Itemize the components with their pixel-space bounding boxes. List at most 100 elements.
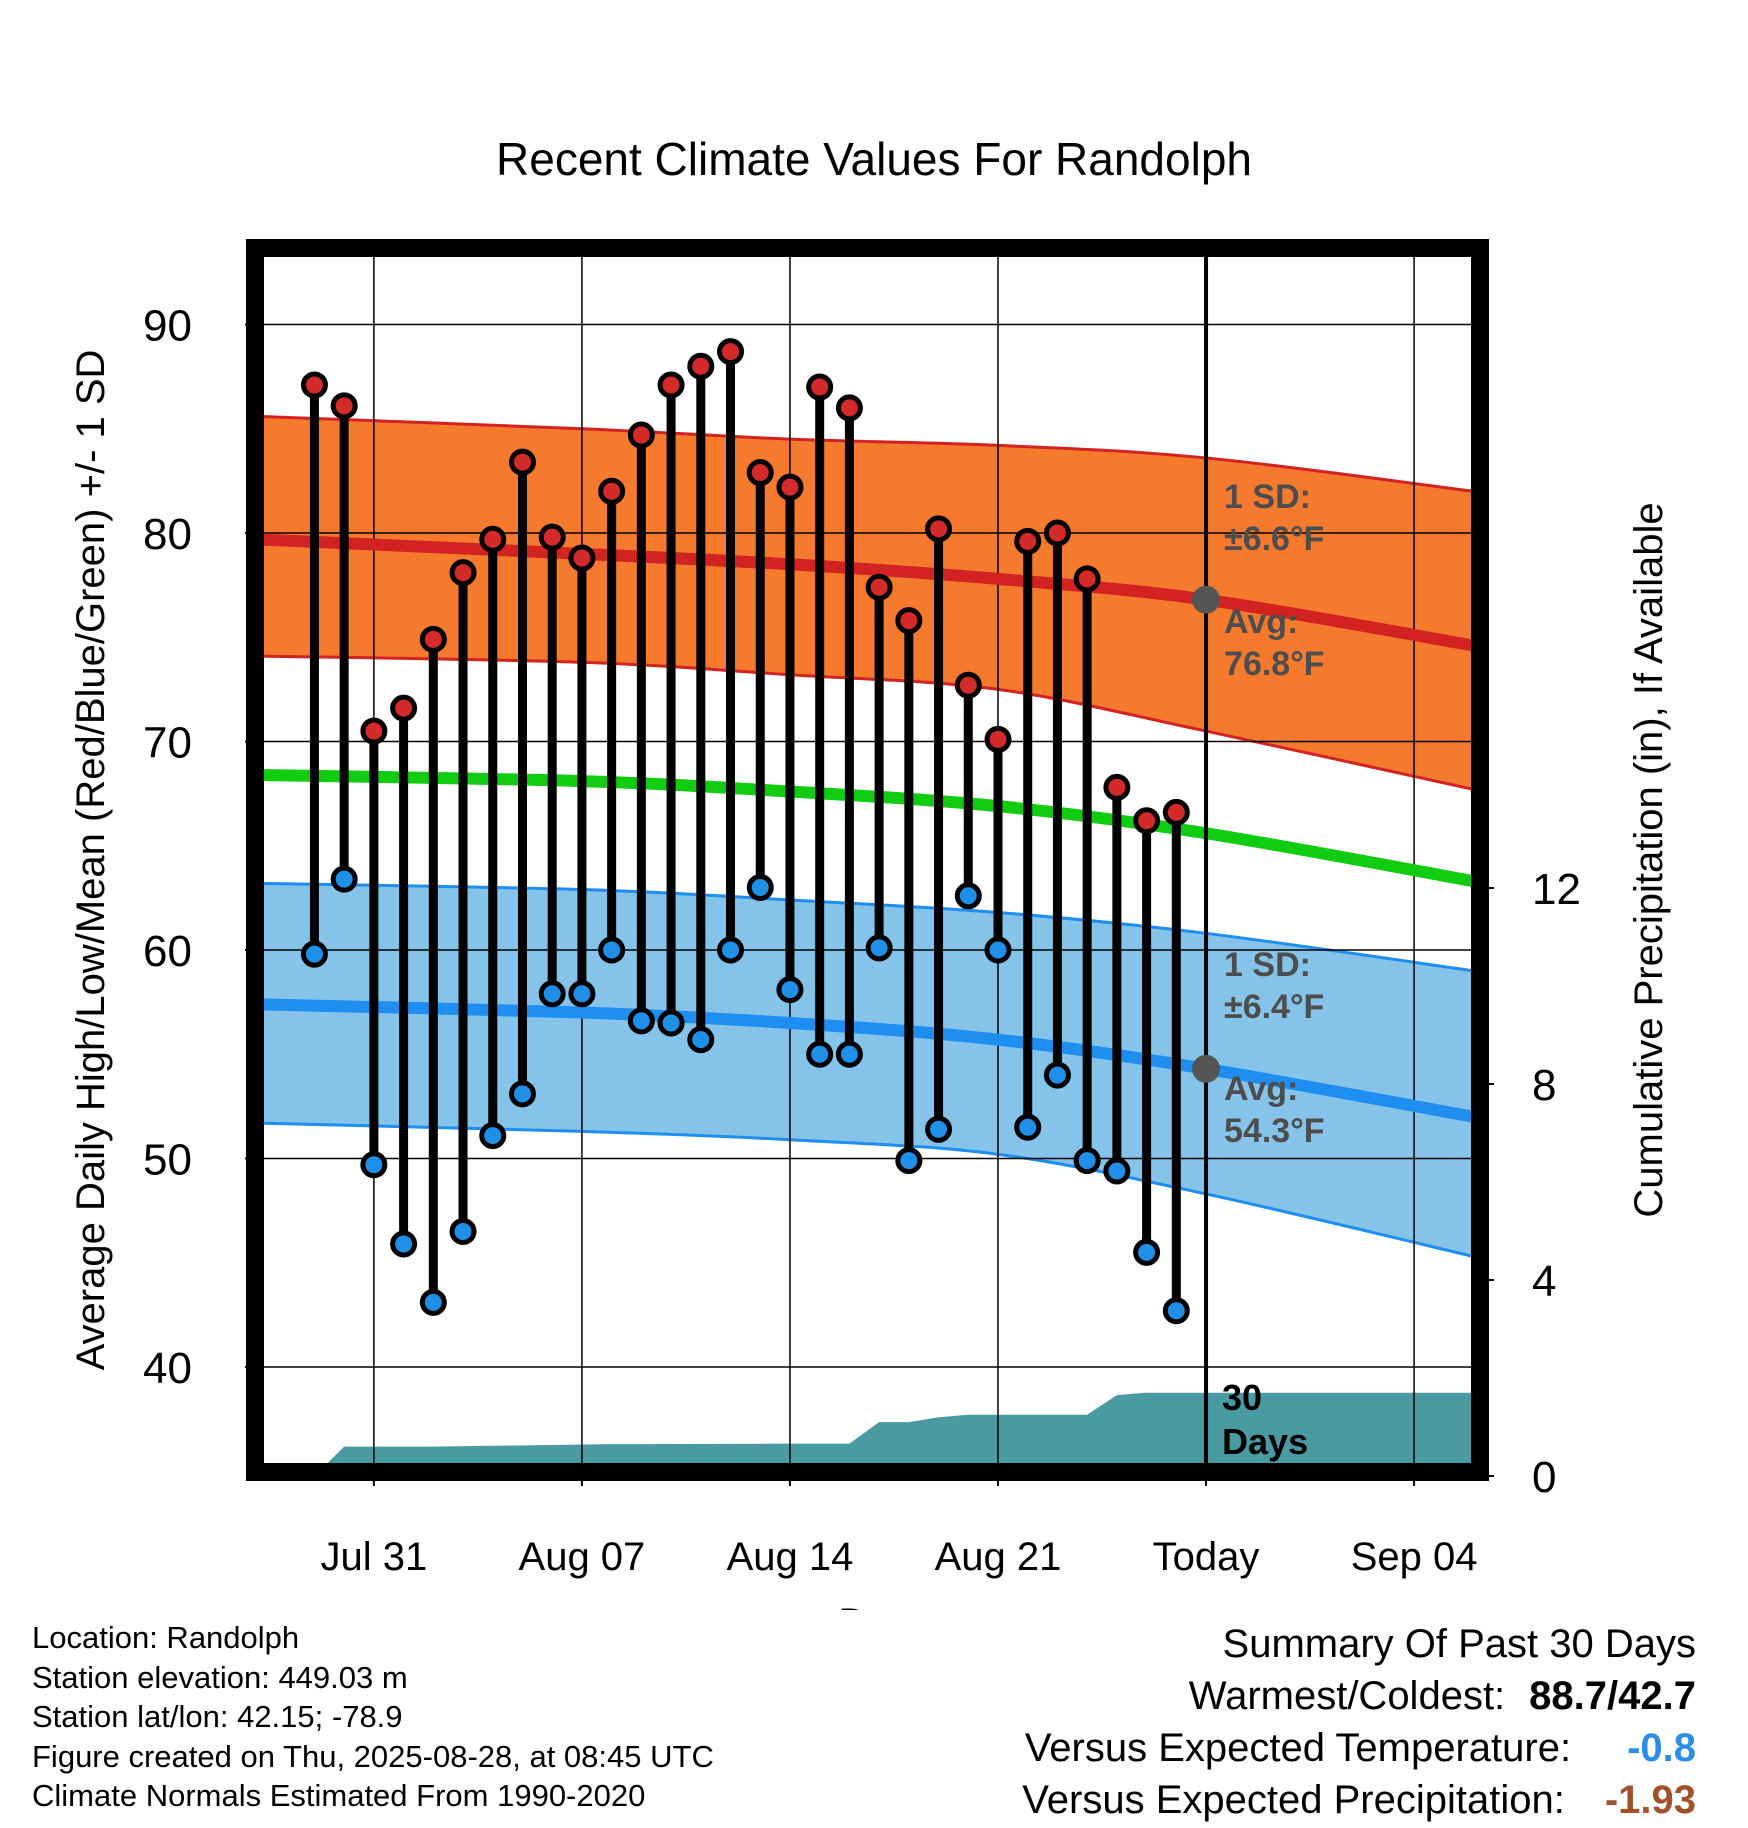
low-point [746, 873, 774, 901]
y-tick-label: 70 [143, 719, 192, 768]
low-point [419, 1288, 447, 1316]
high-avg-label: Avg: [1224, 603, 1298, 641]
high-point [806, 373, 834, 401]
x-tick-label: Jul 31 [321, 1535, 428, 1579]
low-point [1073, 1147, 1101, 1175]
x-tick-label: Sep 04 [1351, 1535, 1478, 1579]
low-sd-band [255, 883, 1474, 1257]
high-point [984, 725, 1012, 753]
high-point [568, 544, 596, 572]
x-tick-label: Aug 14 [727, 1535, 854, 1579]
days-count-label: 30 [1222, 1377, 1262, 1418]
y2-tick-label: 8 [1532, 1061, 1556, 1110]
latlon-text: Station lat/lon: 42.15; -78.9 [32, 1699, 403, 1734]
low-point [687, 1026, 715, 1054]
low-point [1103, 1157, 1131, 1185]
station-info: Location: Randolph Station elevation: 44… [32, 1618, 714, 1816]
low-point [1133, 1238, 1161, 1266]
summary-panel: Summary Of Past 30 Days Warmest/Coldest:… [1022, 1618, 1696, 1826]
precip-area [255, 1392, 1474, 1472]
low-point [568, 980, 596, 1008]
high-point [360, 717, 388, 745]
x-tick-label: Today [1153, 1535, 1260, 1579]
high-point [508, 448, 536, 476]
low-point [895, 1147, 923, 1175]
high-point [954, 671, 982, 699]
high-point [687, 352, 715, 380]
low-point [1043, 1061, 1071, 1089]
high-point [1073, 565, 1101, 593]
low-point [598, 936, 626, 964]
climate-chart: Recent Climate Values For Randolph 1 SD:… [69, 133, 1671, 1610]
high-sd-value: ±6.6°F [1224, 520, 1324, 558]
high-point [390, 694, 418, 722]
low-point [657, 1009, 685, 1037]
high-point [479, 525, 507, 553]
high-point [835, 394, 863, 422]
high-point [1014, 527, 1042, 555]
low-point [954, 882, 982, 910]
y-axis-title: Average Daily High/Low/Mean (Red/Blue/Gr… [69, 350, 113, 1371]
y2-axis-title: Cumulative Precipitation (in), If Availa… [1627, 502, 1671, 1217]
low-normal-line [254, 998, 1475, 1123]
low-avg-value: 54.3°F [1224, 1112, 1325, 1150]
high-point [1162, 798, 1190, 826]
high-point [330, 392, 358, 420]
high-point [925, 515, 953, 543]
elevation-text: Station elevation: 449.03 m [32, 1659, 408, 1695]
high-point [1103, 773, 1131, 801]
high-point [1133, 807, 1161, 835]
summary-heading: Summary Of Past 30 Days [1222, 1622, 1696, 1666]
today-high-dot [1192, 585, 1221, 614]
low-point [300, 940, 328, 968]
y-tick-label: 40 [143, 1344, 192, 1393]
y2-tick-label: 12 [1532, 865, 1581, 914]
low-point [508, 1080, 536, 1108]
low-point [1162, 1297, 1190, 1325]
low-point [984, 936, 1012, 964]
chart-title: Recent Climate Values For Randolph [496, 133, 1252, 185]
high-point [657, 371, 685, 399]
y2-tick-label: 4 [1532, 1257, 1556, 1306]
low-point [479, 1122, 507, 1150]
low-point [390, 1230, 418, 1258]
high-sd-band [255, 416, 1474, 790]
y2-tick-label: 0 [1532, 1453, 1556, 1502]
low-point [835, 1040, 863, 1068]
high-point [449, 559, 477, 587]
low-point [776, 976, 804, 1004]
plot-area: 1 SD: ±6.6°F Avg: 76.8°F 1 SD: ±6.4°F Avg: 54.3… [69, 239, 1671, 1610]
y-tick-label: 90 [143, 302, 192, 351]
x-tick-label: Aug 21 [935, 1535, 1062, 1579]
normals-text: Climate Normals Estimated From 1990-2020 [32, 1778, 646, 1813]
low-point [449, 1217, 477, 1245]
high-point [627, 421, 655, 449]
high-point [300, 371, 328, 399]
summary-temp-row: Versus Expected Temperature: -0.8 [1022, 1722, 1696, 1774]
high-point [538, 523, 566, 551]
plot-frame [246, 239, 1489, 1481]
low-point [717, 936, 745, 964]
y-tick-label: 80 [143, 510, 192, 559]
warmest-value: 88.7/42.7 [1529, 1674, 1696, 1718]
high-point [776, 473, 804, 501]
warmest-label: Warmest/Coldest: [1188, 1674, 1506, 1718]
high-point [419, 625, 447, 653]
x-tick-label: Aug 07 [519, 1535, 646, 1579]
low-point [538, 980, 566, 1008]
precip-deviation-value: -1.93 [1604, 1778, 1696, 1822]
low-point [330, 865, 358, 893]
high-point [598, 477, 626, 505]
low-point [360, 1151, 388, 1179]
today-low-dot [1192, 1054, 1221, 1083]
precip-label: Versus Expected Precipitation: [1022, 1778, 1565, 1822]
low-point [627, 1007, 655, 1035]
summary-precip-row: Versus Expected Precipitation: -1.93 [1022, 1774, 1696, 1826]
y-tick-label: 50 [143, 1136, 192, 1185]
high-avg-value: 76.8°F [1224, 645, 1325, 683]
high-point [865, 573, 893, 601]
x-axis-title: Day [838, 1601, 909, 1610]
temp-deviation-value: -0.8 [1627, 1726, 1696, 1770]
y-tick-label: 60 [143, 927, 192, 976]
high-point [1043, 519, 1071, 547]
